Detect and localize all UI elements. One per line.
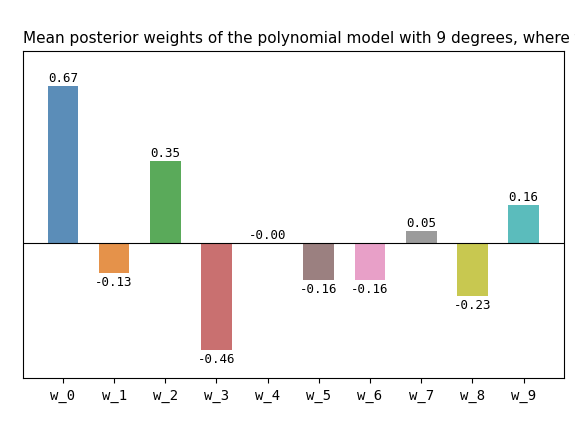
Text: -0.13: -0.13 <box>95 275 133 288</box>
Text: 0.16: 0.16 <box>508 191 539 204</box>
Text: 0.67: 0.67 <box>48 72 78 85</box>
Text: -0.23: -0.23 <box>454 298 491 312</box>
Text: -0.00: -0.00 <box>249 228 286 241</box>
Bar <box>201 243 232 350</box>
Bar <box>457 243 488 297</box>
Text: 0.05: 0.05 <box>406 216 436 230</box>
Bar <box>355 243 385 280</box>
Text: 0.35: 0.35 <box>150 147 181 160</box>
Bar <box>406 231 436 243</box>
Bar <box>48 86 78 243</box>
Text: Mean posterior weights of the polynomial model with 9 degrees, where γ = 2.79: Mean posterior weights of the polynomial… <box>23 31 575 46</box>
Bar <box>508 206 539 243</box>
Text: -0.16: -0.16 <box>300 282 338 295</box>
Bar <box>304 243 334 280</box>
Text: -0.16: -0.16 <box>351 282 389 295</box>
Text: -0.46: -0.46 <box>198 352 235 365</box>
Bar <box>99 243 129 273</box>
Bar <box>150 161 181 243</box>
